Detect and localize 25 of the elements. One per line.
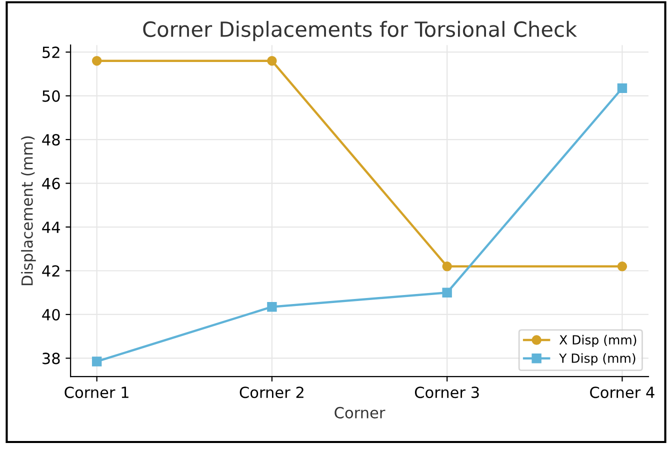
point xyxy=(442,288,452,298)
point xyxy=(267,302,277,312)
y-tick-label: 42 xyxy=(42,265,60,277)
chart-title: Corner Displacements for Torsional Check xyxy=(143,20,577,42)
y-tick-label: 48 xyxy=(42,134,60,146)
point xyxy=(617,262,628,272)
y-axis-title: Displacement (mm) xyxy=(21,136,36,286)
y-tick-label: 38 xyxy=(42,352,60,364)
y-tick-label: 44 xyxy=(42,222,60,233)
legend-label: X Disp (mm) xyxy=(559,334,636,347)
x-axis-title: Corner xyxy=(334,406,386,418)
point xyxy=(267,56,277,66)
point xyxy=(442,262,452,272)
y-tick-label: 50 xyxy=(42,90,60,102)
point xyxy=(617,83,628,94)
x-tick-label: Corner 3 xyxy=(414,386,479,398)
legend-label: Y Disp (mm) xyxy=(559,353,636,366)
x-tick-label: Corner 1 xyxy=(64,386,128,398)
y-tick-label: 52 xyxy=(42,46,60,58)
x-tick-label: Corner 2 xyxy=(240,386,304,398)
y-tick-label: 46 xyxy=(42,178,60,190)
y-tick-label: 40 xyxy=(42,308,60,321)
point xyxy=(92,56,102,66)
x-tick-label: Corner 4 xyxy=(590,386,654,398)
point xyxy=(92,356,102,366)
